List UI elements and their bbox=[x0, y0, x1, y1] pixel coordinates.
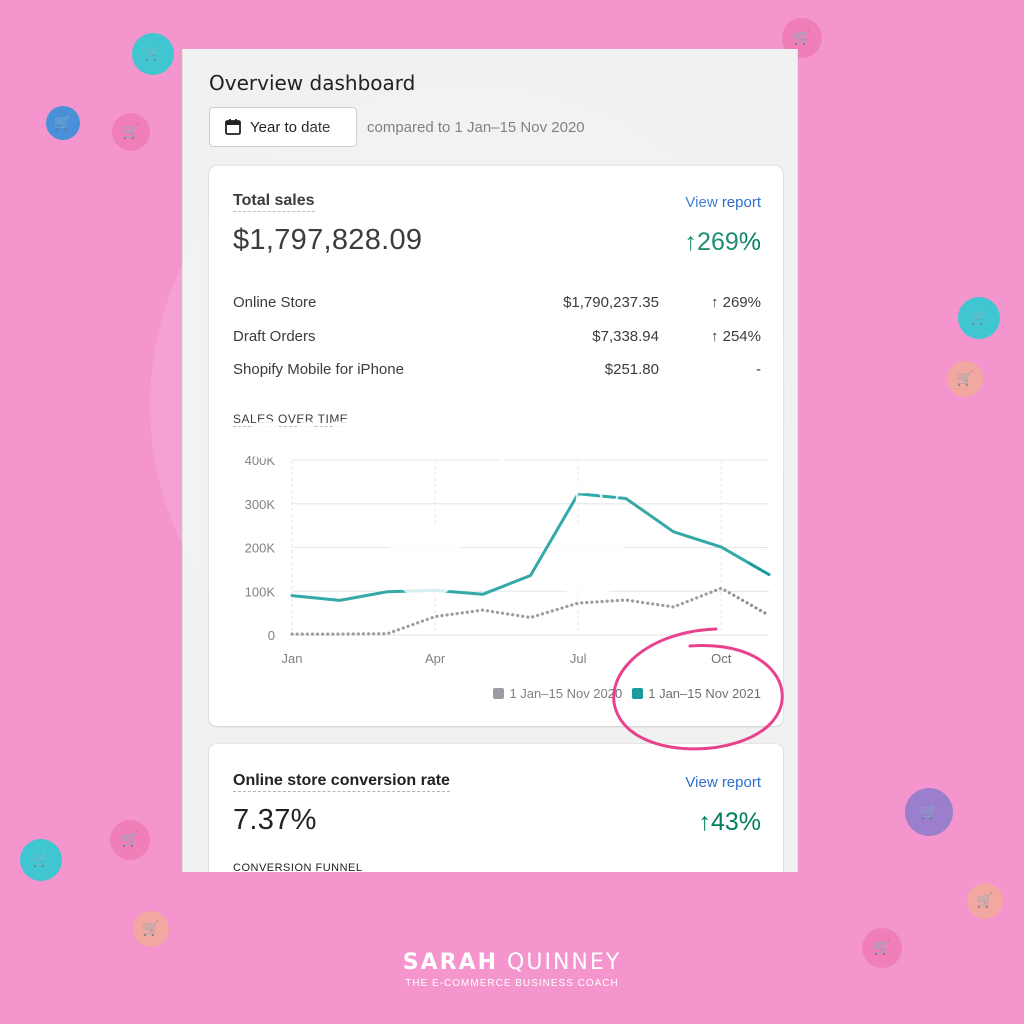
legend-item-2021[interactable]: 1 Jan–15 Nov 2021 bbox=[632, 686, 761, 701]
conversion-rate-value: 7.37% bbox=[233, 804, 317, 836]
calendar-icon bbox=[225, 119, 241, 135]
watermark-name: SARAH QUINNEY bbox=[248, 412, 724, 470]
watermark-first-name: SARAH bbox=[248, 412, 457, 470]
channel-amount: $1,790,237.35 bbox=[563, 294, 659, 311]
y-tick-label: 400K bbox=[245, 453, 276, 468]
sales-channel-row: Draft Orders $7,338.94 ↑ 254% bbox=[233, 328, 761, 352]
channel-change: ↑ 269% bbox=[710, 294, 761, 311]
channel-name: Online Store bbox=[233, 294, 317, 311]
channel-name: Shopify Mobile for iPhone bbox=[233, 361, 404, 378]
footer-tagline: THE E-COMMERCE BUSINESS COACH bbox=[405, 978, 619, 989]
legend-swatch-2020 bbox=[493, 688, 505, 699]
conversion-rate-card: Online store conversion rate View report… bbox=[209, 744, 783, 872]
legend-label-2020: 1 Jan–15 Nov 2020 bbox=[509, 686, 623, 701]
watermark-last-name: QUINNEY bbox=[475, 412, 725, 470]
y-tick-label: 200K bbox=[245, 541, 276, 556]
channel-change: - bbox=[756, 361, 761, 378]
footer-brand-name: SARAH QUINNEY bbox=[0, 950, 1024, 975]
cart-bubble-icon: 🛒 bbox=[905, 788, 953, 836]
date-range-label: Year to date bbox=[250, 118, 331, 136]
cart-bubble-icon: 🛒 bbox=[133, 911, 169, 947]
date-range-button[interactable]: Year to date bbox=[209, 107, 357, 147]
y-tick-label: 0 bbox=[268, 628, 275, 643]
cart-bubble-icon: 🛒 bbox=[862, 928, 902, 968]
view-report-link[interactable]: View report bbox=[685, 774, 761, 791]
comparison-text: compared to 1 Jan–15 Nov 2020 bbox=[367, 119, 585, 136]
total-sales-change: ↑269% bbox=[684, 228, 761, 256]
watermark-dot bbox=[388, 522, 464, 598]
legend-item-2020[interactable]: 1 Jan–15 Nov 2020 bbox=[493, 686, 622, 701]
sales-channel-row: Online Store $1,790,237.35 ↑ 269% bbox=[233, 294, 761, 318]
channel-name: Draft Orders bbox=[233, 328, 316, 345]
total-sales-title[interactable]: Total sales bbox=[233, 192, 315, 212]
cart-bubble-icon: 🛒 bbox=[958, 297, 1000, 339]
view-report-link[interactable]: View report bbox=[685, 194, 761, 211]
x-tick-label: Jan bbox=[282, 651, 303, 666]
dashboard-screenshot: Overview dashboard Year to date compared… bbox=[182, 49, 798, 872]
footer-first-name: SARAH bbox=[402, 950, 499, 975]
total-sales-value: $1,797,828.09 bbox=[233, 224, 423, 256]
x-tick-label: Jul bbox=[570, 651, 587, 666]
cart-bubble-icon: 🛒 bbox=[947, 361, 983, 397]
y-tick-label: 100K bbox=[245, 584, 276, 599]
watermark-halo bbox=[150, 85, 790, 725]
y-tick-label: 300K bbox=[245, 497, 276, 512]
channel-change: ↑ 254% bbox=[710, 328, 761, 345]
x-tick-label: Apr bbox=[425, 651, 446, 666]
channel-amount: $251.80 bbox=[604, 361, 659, 378]
watermark-dot bbox=[550, 522, 626, 598]
cart-bubble-icon: 🛒 bbox=[112, 113, 150, 151]
sales-channel-row: Shopify Mobile for iPhone $251.80 - bbox=[233, 361, 761, 385]
legend-label-2021: 1 Jan–15 Nov 2021 bbox=[648, 686, 761, 701]
x-tick-label: Oct bbox=[711, 651, 732, 666]
cart-bubble-icon: 🛒 bbox=[110, 820, 150, 860]
conversion-rate-title[interactable]: Online store conversion rate bbox=[233, 772, 450, 792]
legend-swatch-2021 bbox=[632, 688, 644, 699]
footer-last-name: QUINNEY bbox=[507, 950, 622, 975]
cart-bubble-icon: 🛒 bbox=[967, 883, 1003, 919]
watermark-tagline: THE E-COMMERCE BUSINESS COACH bbox=[258, 482, 720, 507]
conversion-funnel-label: CONVERSION FUNNEL bbox=[233, 862, 363, 872]
series-line-2021 bbox=[290, 492, 771, 602]
cart-bubble-icon: 🛒 bbox=[20, 839, 62, 881]
sales-over-time-label[interactable]: SALES OVER TIME bbox=[233, 412, 349, 427]
cart-bubble-icon: 🛒 bbox=[46, 106, 80, 140]
conversion-rate-change: ↑43% bbox=[698, 808, 761, 836]
channel-amount: $7,338.94 bbox=[592, 328, 659, 345]
page-title: Overview dashboard bbox=[209, 71, 416, 95]
cart-bubble-icon: 🛒 bbox=[132, 33, 174, 75]
